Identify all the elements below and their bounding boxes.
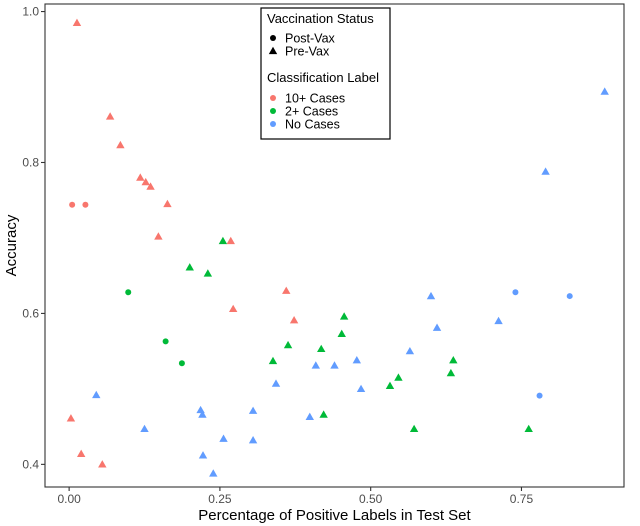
data-point [82,201,89,208]
legend-label: No Cases [285,118,340,132]
legend-box [260,7,391,140]
data-point [125,289,132,296]
data-point [248,436,258,444]
data-point [98,460,107,468]
y-tick-label: 1.0 [22,5,39,19]
data-point [356,384,366,393]
legend-key-no-cases [270,121,276,127]
x-tick-label: 0.50 [359,492,383,506]
data-point [524,424,533,433]
x-tick-label: 0.00 [57,492,81,506]
data-point [385,381,395,390]
data-point [198,410,207,418]
legend-label: Pre-Vax [285,45,330,59]
data-point [311,361,321,369]
legend-title-vaccination-status: Vaccination Status [267,11,374,26]
y-tick-label: 0.8 [22,155,39,169]
data-point [405,346,415,355]
data-point [494,316,503,325]
data-point [248,406,258,414]
data-point [92,390,101,399]
data-point [76,449,86,457]
data-point [209,469,218,477]
data-points [66,18,609,477]
legend-label: 10+ Cases [285,92,345,106]
data-point [426,291,436,300]
data-point [432,323,442,331]
data-point [140,424,149,433]
y-tick-label: 0.6 [22,306,39,320]
data-point [162,338,169,345]
data-point [66,414,76,422]
data-point [141,177,150,186]
data-point [566,293,573,300]
x-tick-label: 0.75 [510,492,534,506]
data-point [317,344,326,353]
legend-label: Post-Vax [285,32,336,46]
data-point [394,373,403,381]
data-point [449,356,458,364]
x-tick-label: 0.25 [208,492,232,506]
data-point [541,167,550,175]
data-point [271,379,281,387]
data-point [268,356,278,365]
data-point [72,18,82,27]
data-point [226,236,235,245]
legend-key-pre-vax [268,46,278,55]
legend-label: 2+ Cases [285,105,338,119]
data-point [218,236,228,245]
data-point [228,304,238,313]
data-point [219,434,228,442]
legend-title-classification-label: Classification Label [267,70,379,85]
series-no-cases [92,87,609,477]
data-point [105,112,115,120]
data-point [178,360,185,367]
data-point [352,356,362,364]
series-10-cases [66,18,299,468]
y-axis-title: Accuracy [3,214,20,276]
data-point [305,412,314,420]
data-point [512,289,519,296]
legend-key-2-cases [270,108,276,114]
data-point [330,361,339,369]
data-point [203,269,213,277]
data-point [536,392,543,399]
data-point [319,410,328,418]
data-point [198,451,208,459]
data-point [600,87,609,95]
series-2-cases [125,236,533,433]
data-point [163,199,172,208]
data-point [409,424,419,433]
data-point [136,173,145,181]
data-point [289,316,299,324]
x-axis-title: Percentage of Positive Labels in Test Se… [198,507,471,524]
legend: Vaccination Status Classification Label … [260,7,391,140]
data-point [337,329,346,337]
y-tick-label: 0.4 [22,457,39,471]
data-point [446,368,456,377]
data-point [146,182,155,190]
data-point [116,140,125,149]
legend-key-post-vax [270,35,276,41]
data-point [283,340,293,349]
data-point [69,201,76,208]
data-point [282,286,291,294]
data-point [154,232,163,240]
legend-key-10-cases [270,95,276,101]
axis-ticks: 0.00 0.25 0.50 0.75 0.4 0.6 0.8 1.0 [22,5,533,506]
data-point [185,263,194,271]
data-point [339,312,349,320]
plot-panel-border [44,3,625,488]
